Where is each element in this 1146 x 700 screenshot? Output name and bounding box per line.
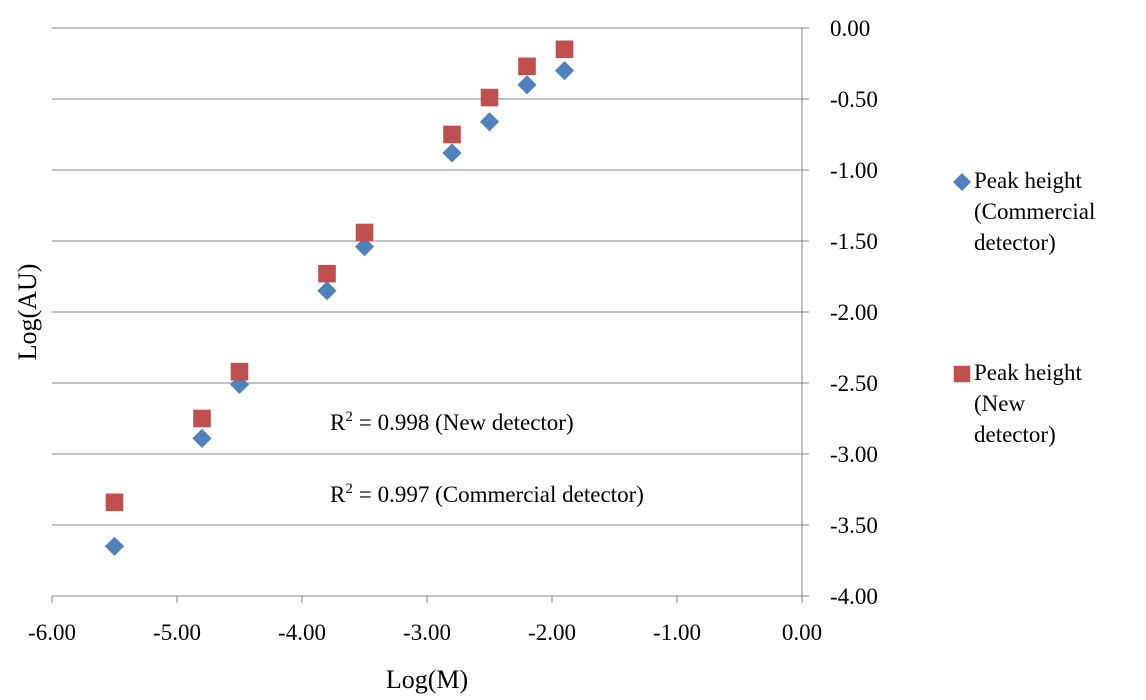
y-tick-label: -4.00 xyxy=(830,584,878,609)
legend-line: Peak height xyxy=(974,360,1088,385)
y-tick-label: -1.50 xyxy=(830,229,878,254)
y-tick-label: -2.50 xyxy=(830,371,878,396)
y-tick-label: -0.50 xyxy=(830,87,878,112)
point xyxy=(554,61,575,81)
annotation-base: R xyxy=(330,410,346,435)
point xyxy=(517,75,537,95)
y-tick-label: -1.00 xyxy=(830,158,878,183)
y-tick-label: 0.00 xyxy=(830,16,870,41)
x-tick-label: -3.00 xyxy=(403,620,451,645)
y-tick-label: -2.00 xyxy=(830,300,878,325)
x-axis-title: Log(M) xyxy=(386,665,468,694)
point xyxy=(354,237,375,257)
annotation: R2 = 0.997 (Commercial detector) xyxy=(330,481,644,507)
point xyxy=(555,40,574,59)
legend-line: detector) xyxy=(974,422,1056,447)
point xyxy=(193,409,211,428)
point xyxy=(442,143,462,163)
y-tick-label: -3.50 xyxy=(830,513,878,538)
point xyxy=(479,112,500,132)
legend-line: (Commercial xyxy=(974,199,1101,224)
legend-line: Peak height xyxy=(974,168,1088,193)
point xyxy=(229,374,250,395)
annotation: R2 = 0.998 (New detector) xyxy=(330,409,574,435)
x-tick-label: -1.00 xyxy=(653,620,701,645)
annotation-text: = 0.997 (Commercial detector) xyxy=(359,482,644,507)
point xyxy=(355,223,374,242)
point xyxy=(192,428,212,448)
point xyxy=(317,281,337,301)
legend-marker xyxy=(953,365,971,383)
annotation-sup: 2 xyxy=(345,481,353,497)
y-tick-label: -3.00 xyxy=(830,442,878,467)
legend-marker xyxy=(953,173,971,191)
y-axis-title: Log(AU) xyxy=(13,264,42,361)
legend-label: Peak height (New detector) xyxy=(974,360,1088,447)
point xyxy=(104,536,125,556)
point xyxy=(105,493,124,512)
legend-line: (New xyxy=(974,391,1031,416)
annotation-base: R xyxy=(330,482,346,507)
point xyxy=(480,88,499,107)
x-tick-label: -6.00 xyxy=(28,620,76,645)
annotation-text: = 0.998 (New detector) xyxy=(359,410,574,435)
point xyxy=(230,362,249,381)
point xyxy=(443,125,461,144)
legend-label: Peak height (Commercial detector) xyxy=(974,168,1101,255)
x-tick-label: 0.00 xyxy=(782,620,822,645)
point xyxy=(318,264,336,283)
x-tick-label: -5.00 xyxy=(153,620,201,645)
x-tick-label: -2.00 xyxy=(528,620,576,645)
annotation-sup: 2 xyxy=(345,409,353,425)
x-tick-label: -4.00 xyxy=(278,620,326,645)
point xyxy=(518,57,536,76)
legend-line: detector) xyxy=(974,230,1056,255)
